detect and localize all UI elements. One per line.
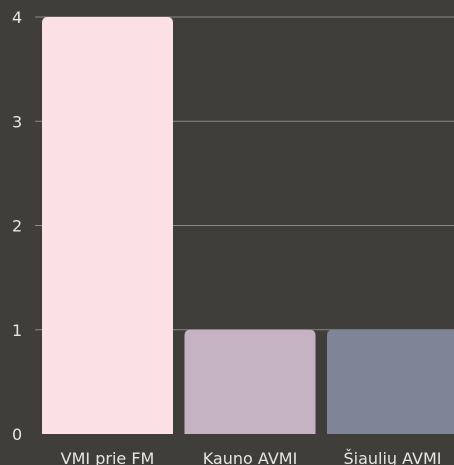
y-tick-label: 0 [12,425,22,444]
bar-0 [42,17,173,434]
y-axis-ticks: 0 1 2 3 4 [12,8,22,444]
y-tick-label: 3 [12,112,22,131]
x-category-label: VMI prie FM [61,449,155,465]
bars [42,17,454,434]
y-tick-label: 1 [12,321,22,340]
x-category-label: Kauno AVMI [203,449,298,465]
bar-1 [184,329,316,434]
y-tick-label: 2 [12,217,22,236]
x-category-label: Šiaulių AVMI [343,449,441,465]
y-tick-label: 4 [12,8,22,27]
bar-2 [327,329,454,434]
x-axis-labels: VMI prie FM Kauno AVMI Šiaulių AVMI [61,449,442,465]
